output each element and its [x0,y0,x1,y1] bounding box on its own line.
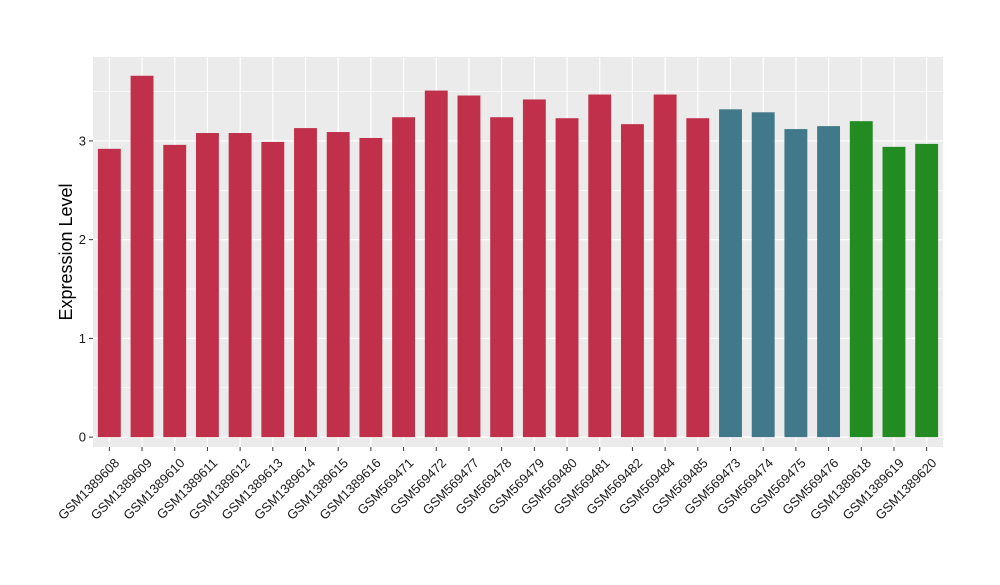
bar-GSM1389613 [261,141,285,438]
bar-GSM1389615 [326,132,350,438]
bar-GSM1389620 [915,143,939,438]
bar-GSM1389618 [849,121,873,438]
bar-GSM569484 [653,94,677,438]
bars [97,75,939,438]
bar-GSM569476 [817,126,841,438]
bar-GSM569475 [784,129,808,438]
y-axis: 0 1 2 3 [79,133,93,445]
bar-GSM569482 [620,124,644,438]
y-tick-label: 0 [79,430,86,445]
bar-GSM1389611 [195,133,219,438]
bar-GSM1389610 [163,144,187,438]
bar-GSM1389608 [97,148,121,438]
bar-GSM1389619 [882,146,906,438]
bar-GSM569474 [751,112,775,438]
bar-GSM569485 [686,118,710,438]
y-tick-label: 3 [79,133,86,148]
bar-GSM569473 [719,109,742,438]
bar-GSM569479 [522,99,546,438]
bar-GSM569481 [588,94,612,438]
bar-GSM1389614 [294,128,317,438]
bar-GSM1389609 [130,75,154,438]
y-tick-label: 1 [79,331,86,346]
y-tick-label: 2 [79,232,86,247]
bar-GSM1389612 [228,133,252,438]
bar-GSM569471 [392,117,416,438]
bar-GSM569472 [424,90,448,438]
x-axis: GSM1389608GSM1389609GSM1389610GSM1389611… [55,447,940,523]
bar-GSM1389616 [359,137,383,438]
plot-panel [93,57,943,447]
bar-GSM569477 [457,95,481,438]
bar-GSM569480 [555,118,579,438]
y-axis-title: Expression Level [56,183,76,320]
bar-GSM569478 [490,117,514,438]
